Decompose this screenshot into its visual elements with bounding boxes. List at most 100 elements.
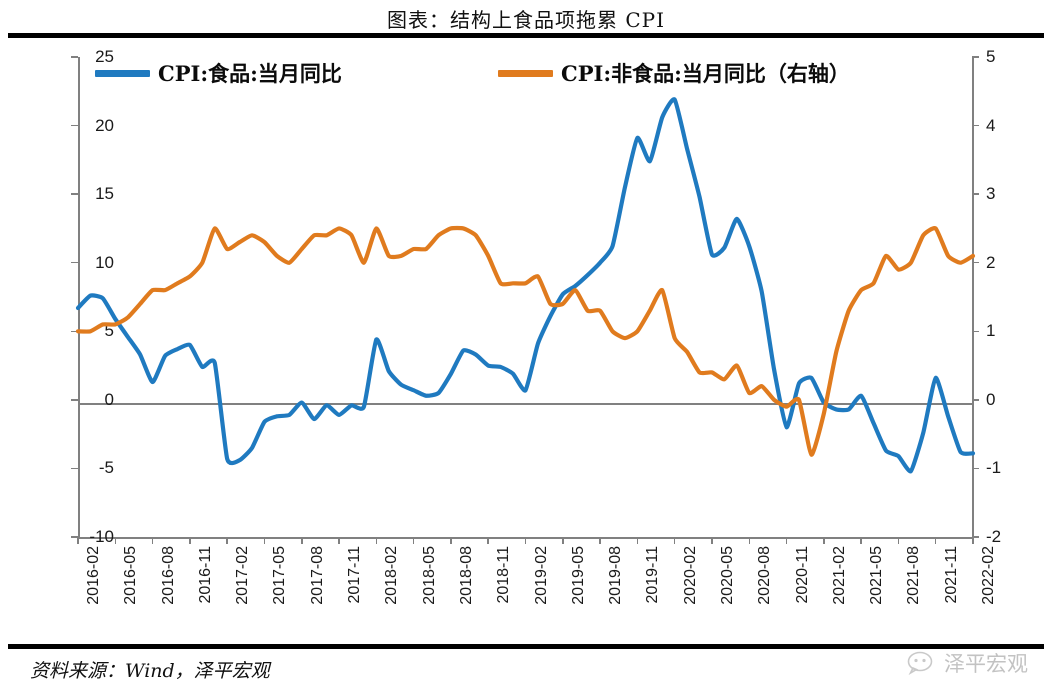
x-tick — [338, 537, 340, 544]
x-tick — [748, 537, 750, 544]
y-axis-left-label: -5 — [98, 458, 114, 478]
legend-item-nonfood: CPI:非食品:当月同比（右轴） — [498, 58, 850, 88]
x-axis-label: 2017-02 — [234, 546, 252, 605]
watermark: 泽平宏观 — [907, 648, 1028, 678]
footer-divider — [8, 644, 1044, 649]
x-axis-label: 2017-08 — [308, 546, 326, 605]
y-tick-right — [972, 193, 979, 195]
x-tick — [785, 537, 788, 544]
wechat-bubble-icon — [907, 651, 933, 675]
y-axis-left-label: 0 — [104, 389, 114, 409]
x-axis-label: 2016-11 — [196, 546, 214, 604]
x-tick — [897, 537, 900, 544]
x-tick — [711, 537, 713, 544]
x-tick — [151, 537, 154, 544]
zero-line — [78, 403, 973, 405]
x-tick — [189, 537, 191, 544]
x-axis-label: 2020-11 — [793, 546, 811, 604]
x-tick — [823, 537, 825, 544]
x-axis-label: 2020-02 — [681, 546, 699, 605]
y-tick-left — [71, 467, 78, 470]
chart-title-bar: 图表：结构上食品项拖累 CPI — [0, 4, 1052, 33]
x-axis-label: 2022-02 — [980, 546, 997, 605]
x-tick — [934, 537, 937, 544]
x-tick — [412, 537, 415, 544]
y-tick-right — [972, 536, 979, 538]
x-tick — [972, 537, 974, 544]
legend-swatch-food — [95, 69, 150, 77]
y-tick-right — [972, 124, 979, 127]
x-axis-label: 2016-08 — [159, 546, 177, 605]
y-axis-left-label: -10 — [89, 527, 114, 546]
x-axis-label: 2019-11 — [644, 546, 662, 604]
y-tick-left — [71, 399, 78, 401]
y-axis-left — [78, 57, 80, 537]
x-axis-label: 2018-08 — [457, 546, 475, 605]
y-axis-right-label: 1 — [986, 321, 996, 341]
y-tick-right — [972, 330, 979, 333]
x-tick — [301, 537, 303, 544]
x-axis-label: 2017-11 — [346, 546, 364, 604]
y-axis-right-label: -1 — [986, 458, 1002, 478]
x-axis-label: 2018-11 — [495, 546, 513, 604]
x-axis-label: 2020-08 — [756, 546, 774, 605]
x-axis-label: 2016-05 — [122, 546, 140, 605]
x-tick — [114, 537, 117, 544]
y-axis-right-label: 5 — [986, 47, 996, 66]
y-axis-right — [972, 57, 974, 537]
page-title: 图表：结构上食品项拖累 CPI — [386, 8, 666, 32]
x-tick — [860, 537, 862, 544]
y-axis-left-label: 15 — [95, 184, 114, 204]
x-tick — [487, 537, 489, 544]
x-axis-label: 2018-05 — [420, 546, 438, 605]
plot-area: 25 20 15 10 5 0 -5 -10 5 4 3 2 1 0 -1 -2 2016-02 2016-0… — [71, 48, 1001, 605]
y-tick-right — [972, 56, 979, 58]
y-axis-left-label: 10 — [95, 252, 114, 272]
x-tick — [263, 537, 266, 544]
x-axis-label: 2019-05 — [569, 546, 587, 605]
x-axis-label: 2016-02 — [85, 546, 102, 605]
y-axis-right-label: 4 — [986, 115, 996, 135]
series-lines — [75, 97, 976, 474]
x-axis-label: 2019-08 — [607, 546, 625, 605]
x-tick — [450, 537, 452, 544]
x-axis-label: 2018-02 — [383, 546, 401, 605]
x-axis-label: 2021-02 — [830, 546, 848, 605]
x-axis-label: 2017-05 — [271, 546, 289, 605]
y-axis-right-label: 2 — [986, 252, 996, 272]
x-tick — [599, 537, 601, 544]
x-tick — [226, 537, 228, 544]
legend-swatch-nonfood — [498, 69, 553, 77]
x-axis-label: 2019-02 — [532, 546, 550, 605]
y-axis-right-label: 0 — [986, 389, 996, 409]
legend-label-nonfood: CPI:非食品:当月同比（右轴） — [561, 61, 850, 86]
y-axis-right-label: 3 — [986, 184, 996, 204]
x-tick — [77, 537, 79, 544]
x-tick — [524, 537, 527, 544]
source-note: 资料来源：Wind，泽平宏观 — [30, 660, 270, 682]
y-tick-left — [71, 330, 78, 333]
x-tick — [673, 537, 676, 544]
x-axis-label: 2020-05 — [718, 546, 736, 605]
legend-item-food: CPI:食品:当月同比 — [95, 58, 342, 88]
y-tick-left — [71, 261, 78, 264]
y-tick-left — [71, 56, 78, 58]
y-tick-left — [71, 124, 78, 127]
title-divider-top — [8, 33, 1044, 38]
y-axis-left-label: 25 — [95, 47, 114, 66]
watermark-label: 泽平宏观 — [944, 652, 1028, 676]
x-axis-label: 2021-08 — [905, 546, 923, 605]
y-axis-right-label: -2 — [986, 527, 1002, 546]
y-tick-right — [972, 399, 979, 401]
x-axis-label: 2021-05 — [868, 546, 886, 605]
legend-label-food: CPI:食品:当月同比 — [158, 61, 342, 86]
x-tick — [636, 537, 639, 544]
series-line-nonfood — [75, 225, 976, 457]
y-tick-right — [972, 467, 979, 470]
series-line-food — [75, 97, 976, 474]
y-tick-left — [71, 536, 78, 538]
y-axis-left-label: 5 — [104, 321, 114, 341]
x-tick — [375, 537, 378, 544]
x-axis-label: 2021-11 — [942, 546, 960, 604]
